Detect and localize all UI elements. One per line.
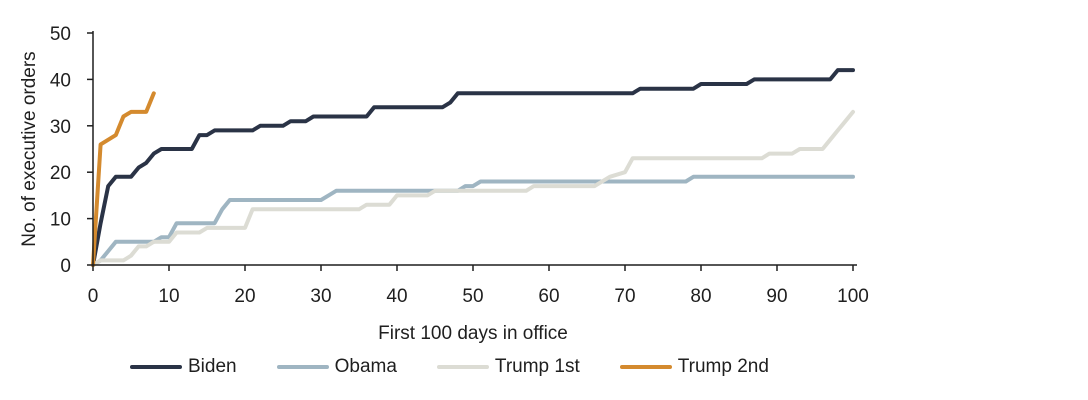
x-tick-label: 100 <box>837 286 869 307</box>
y-tick-label: 40 <box>50 70 71 91</box>
x-tick-label: 50 <box>462 286 483 307</box>
x-tick-label: 10 <box>158 286 179 307</box>
series-layer <box>91 68 855 267</box>
x-axis-title: First 100 days in office <box>378 323 568 344</box>
x-tick-label: 80 <box>690 286 711 307</box>
legend-item: Biden <box>130 356 237 378</box>
legend-label: Trump 2nd <box>677 356 769 377</box>
x-tick-label: 90 <box>766 286 787 307</box>
series-line-trump-2nd <box>91 91 156 267</box>
series-line-obama <box>91 174 855 267</box>
legend-label: Biden <box>188 356 237 377</box>
x-axis-ticks: 0 10 20 30 40 50 60 70 80 90 100 <box>88 265 869 307</box>
y-axis-ticks: 0 10 20 30 40 50 <box>50 24 93 277</box>
y-tick-label: 20 <box>50 163 71 184</box>
legend-item: Trump 2nd <box>619 356 769 378</box>
y-axis-title: No. of executive orders <box>19 51 40 246</box>
x-tick-label: 40 <box>386 286 407 307</box>
series-line-trump-1st <box>91 109 855 267</box>
y-tick-label: 50 <box>50 24 71 45</box>
legend-label: Trump 1st <box>494 356 580 377</box>
x-tick-label: 60 <box>538 286 559 307</box>
legend-item: Obama <box>276 356 397 378</box>
legend-label: Obama <box>334 356 397 377</box>
y-tick-label: 0 <box>60 256 71 277</box>
x-tick-label: 0 <box>88 286 99 307</box>
legend-item: Trump 1st <box>436 356 580 378</box>
y-tick-label: 10 <box>50 210 71 231</box>
chart-legend: Biden Obama Trump 1st Trump 2nd <box>130 356 809 378</box>
x-tick-label: 30 <box>310 286 331 307</box>
legend-swatch <box>619 365 672 369</box>
series-line-biden <box>91 68 855 267</box>
legend-swatch <box>276 365 329 369</box>
x-tick-label: 20 <box>234 286 255 307</box>
y-tick-label: 30 <box>50 117 71 138</box>
legend-swatch <box>130 365 182 369</box>
legend-swatch <box>436 365 489 369</box>
x-tick-label: 70 <box>614 286 635 307</box>
